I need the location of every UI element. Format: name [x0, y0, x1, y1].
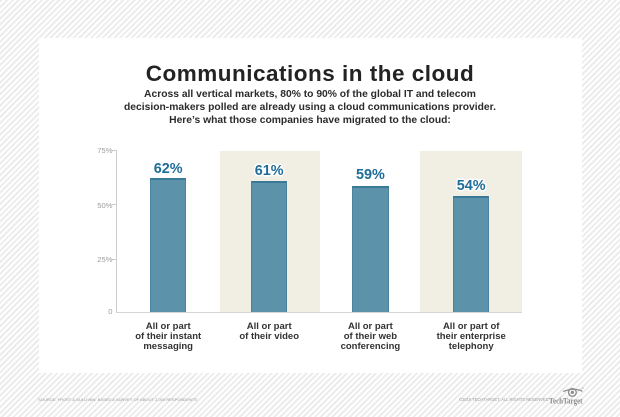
svg-text:TechTarget: TechTarget [549, 396, 583, 406]
